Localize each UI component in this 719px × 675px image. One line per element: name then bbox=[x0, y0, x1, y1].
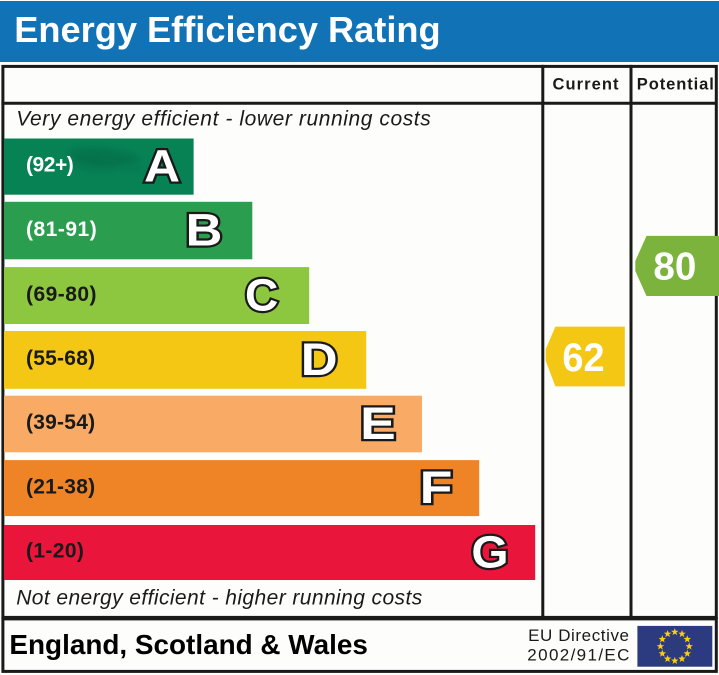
svg-text:Very energy efficient - lower: Very energy efficient - lower running co… bbox=[16, 107, 431, 130]
svg-text:(81-91): (81-91) bbox=[26, 218, 97, 241]
svg-text:(21-38): (21-38) bbox=[26, 475, 95, 498]
svg-text:2002/91/EC: 2002/91/EC bbox=[527, 646, 629, 665]
svg-text:(39-54): (39-54) bbox=[26, 411, 95, 434]
svg-text:(1-20): (1-20) bbox=[26, 540, 84, 563]
svg-text:Current: Current bbox=[553, 75, 620, 93]
svg-text:G: G bbox=[471, 527, 508, 578]
svg-text:EU Directive: EU Directive bbox=[528, 626, 629, 645]
svg-text:A: A bbox=[144, 141, 180, 192]
svg-text:C: C bbox=[245, 270, 278, 321]
svg-text:B: B bbox=[186, 205, 223, 256]
svg-text:D: D bbox=[301, 334, 338, 385]
svg-text:Energy Efficiency Rating: Energy Efficiency Rating bbox=[14, 9, 440, 50]
svg-text:Not energy efficient - higher: Not energy efficient - higher running co… bbox=[16, 587, 423, 610]
svg-text:62: 62 bbox=[562, 336, 604, 380]
svg-text:(55-68): (55-68) bbox=[26, 347, 95, 370]
svg-text:80: 80 bbox=[653, 246, 696, 289]
svg-text:F: F bbox=[420, 462, 453, 513]
svg-text:(69-80): (69-80) bbox=[26, 283, 97, 306]
svg-text:England, Scotland & Wales: England, Scotland & Wales bbox=[9, 629, 368, 660]
svg-text:E: E bbox=[360, 398, 396, 449]
svg-text:Potential: Potential bbox=[637, 75, 714, 93]
svg-text:(92+): (92+) bbox=[26, 154, 74, 177]
